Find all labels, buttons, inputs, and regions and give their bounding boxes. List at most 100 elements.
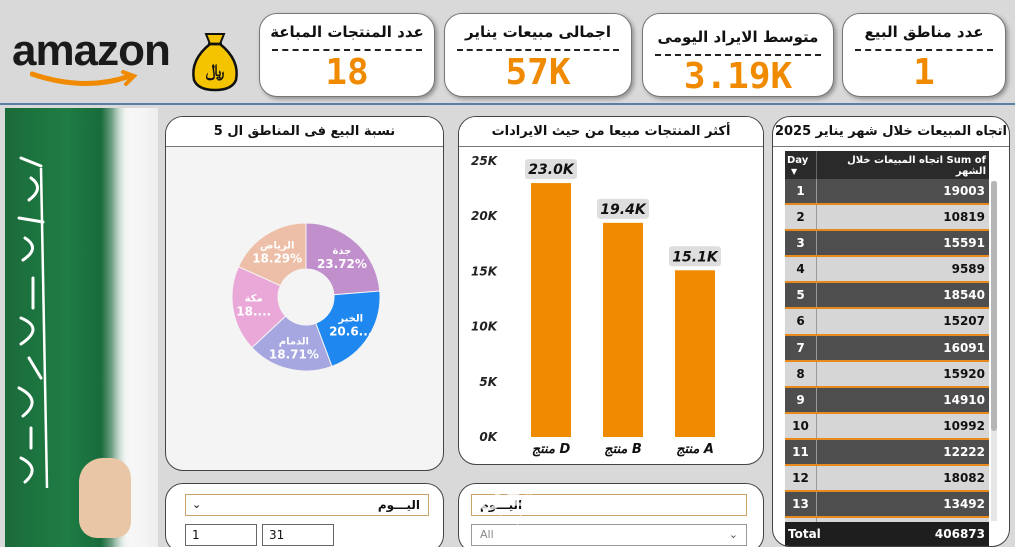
donut-slice-label: 20.6... <box>329 324 372 338</box>
day-cell: 7 <box>785 335 817 360</box>
day-dropdown-select[interactable]: All ⌄ <box>471 524 747 546</box>
table-row[interactable]: 6 15207 <box>785 309 989 336</box>
bar[interactable] <box>675 270 715 437</box>
bar-category-label: منتج D <box>532 442 571 457</box>
donut-slice-name: جدة <box>332 246 351 257</box>
day-cell: 2 <box>785 205 817 230</box>
sum-cell: 15207 <box>943 314 985 329</box>
donut-chart-title: نسبة البيع فى المناطق ال 5 <box>166 117 443 147</box>
sum-cell: 15591 <box>943 236 985 251</box>
money-bag-icon: ﷼ <box>192 33 238 92</box>
day-cell: 11 <box>785 439 817 465</box>
bar-chart-title: أكثر المنتجات مبيعا من حيث الايرادات <box>459 117 763 147</box>
table-row[interactable]: 13 13492 <box>785 492 989 519</box>
watermark: مستقل <box>478 480 581 513</box>
donut-slice[interactable] <box>251 315 333 372</box>
table-row[interactable]: 8 15920 <box>785 361 989 388</box>
table-header: Day ▼ Sum of اتجاه المبيعات خلال الشهر <box>785 151 989 179</box>
donut-slice[interactable] <box>315 290 381 367</box>
bar-category-label: منتج B <box>604 442 642 457</box>
bar-chart: 0K 5K 10K 15K 20K 25K 23.0K منتج D 19.4K منتج B 15… <box>471 154 721 457</box>
table-total-row: Total 406873 <box>785 522 989 546</box>
total-label: Total <box>788 527 821 541</box>
table-row[interactable]: 4 9589 <box>785 257 989 284</box>
kpi-value: 57K <box>505 52 571 93</box>
day-to-input[interactable]: 31 <box>262 524 334 546</box>
donut-slice-label: 18.... <box>236 305 271 319</box>
bar-data-label: 23.0K <box>528 162 575 178</box>
table-row[interactable]: 7 16091 <box>785 335 989 362</box>
kpi-dashed-line <box>655 54 821 56</box>
sum-cell: 10992 <box>943 418 985 433</box>
day-cell: 3 <box>785 231 817 256</box>
kpi-value: 1 <box>913 52 935 93</box>
donut-slice-label: 18.29% <box>252 252 302 266</box>
y-tick-label: 20K <box>471 209 499 223</box>
table-row[interactable]: 3 15591 <box>785 231 989 258</box>
kpi-value: 3.19K <box>683 56 793 97</box>
table-row[interactable]: 10 10992 <box>785 413 989 440</box>
day-cell: 10 <box>785 413 817 438</box>
bar-label-bg <box>669 246 721 267</box>
donut-slice-name: الخبر <box>337 313 363 324</box>
bar-data-label: 19.4K <box>600 202 647 218</box>
day-from-input[interactable]: 1 <box>185 524 257 546</box>
y-tick-label: 0K <box>479 430 498 444</box>
day-cell: 5 <box>785 283 817 308</box>
sum-cell: 15920 <box>943 366 985 381</box>
donut-slice-name: الرياض <box>260 241 294 252</box>
chevron-down-icon: ⌄ <box>192 498 202 511</box>
donut-slice-name: الدمام <box>279 337 309 348</box>
kpi-title: اجمالى مبيعات يناير <box>465 23 611 41</box>
bar-chart-card: أكثر المنتجات مبيعا من حيث الايرادات 0K 5… <box>458 116 764 465</box>
day-cell: 8 <box>785 361 817 386</box>
table-row[interactable]: 1 19003 <box>785 179 989 206</box>
bar[interactable] <box>531 183 571 437</box>
donut-slice[interactable] <box>237 222 307 287</box>
sum-cell: 18082 <box>943 471 985 486</box>
table-row[interactable]: 12 18082 <box>785 466 989 493</box>
saudi-flag-image <box>5 108 158 547</box>
logo-text: amazon <box>12 26 171 75</box>
kpi-dashed-line <box>855 49 993 51</box>
kpi-january-sales: اجمالى مبيعات يناير 57K <box>444 13 632 97</box>
flag-script-icon <box>17 156 49 489</box>
day-cell: 9 <box>785 387 817 412</box>
smile-icon <box>30 70 138 87</box>
day-range-slicer: اليـــوم ⌄ 1 31 <box>165 483 444 547</box>
bar[interactable] <box>603 222 643 437</box>
sum-cell: 12222 <box>943 444 985 459</box>
total-value: 406873 <box>934 527 985 541</box>
chevron-down-icon: ⌄ <box>728 528 738 541</box>
sum-cell: 14910 <box>943 392 985 407</box>
sort-arrow-icon: ▼ <box>791 167 798 176</box>
table-row[interactable]: 9 14910 <box>785 387 989 414</box>
donut-chart-card: نسبة البيع فى المناطق ال 5 جدة 23.72% الخب… <box>165 116 444 471</box>
day-dropdown-slicer: اليـــوم All ⌄ <box>458 483 764 547</box>
sum-column-header[interactable]: Sum of اتجاه المبيعات خلال الشهر <box>847 155 986 177</box>
day-column-header[interactable]: Day ▼ <box>785 151 817 179</box>
donut-slice[interactable] <box>305 222 381 296</box>
amazon-logo: amazon <box>12 26 171 90</box>
donut-slice-label: 23.72% <box>317 257 367 271</box>
sum-cell: 18540 <box>943 288 985 303</box>
day-cell: 6 <box>785 309 817 334</box>
sum-cell: 16091 <box>943 340 985 355</box>
table-row[interactable]: 2 10819 <box>785 205 989 232</box>
table-scrollbar-thumb[interactable] <box>991 181 997 431</box>
table-row[interactable]: 11 12222 <box>785 439 989 467</box>
table-row[interactable]: 5 18540 <box>785 283 989 310</box>
day-slicer-header[interactable]: اليـــوم ⌄ <box>185 494 429 516</box>
day-cell: 1 <box>785 179 817 204</box>
donut-slice-name: مكة <box>245 294 263 305</box>
sum-cell: 13492 <box>943 497 985 512</box>
kpi-value: 18 <box>325 52 369 93</box>
watermark-sub: mostaql.com <box>474 512 552 526</box>
table-title: اتجاه المبيعات خلال شهر يناير 2025 <box>773 117 1009 147</box>
kpi-dashed-line <box>272 49 422 51</box>
bar-data-label: 15.1K <box>672 249 719 265</box>
hand-image <box>79 458 131 538</box>
donut-slice[interactable] <box>231 266 287 349</box>
kpi-dashed-line <box>457 49 619 51</box>
